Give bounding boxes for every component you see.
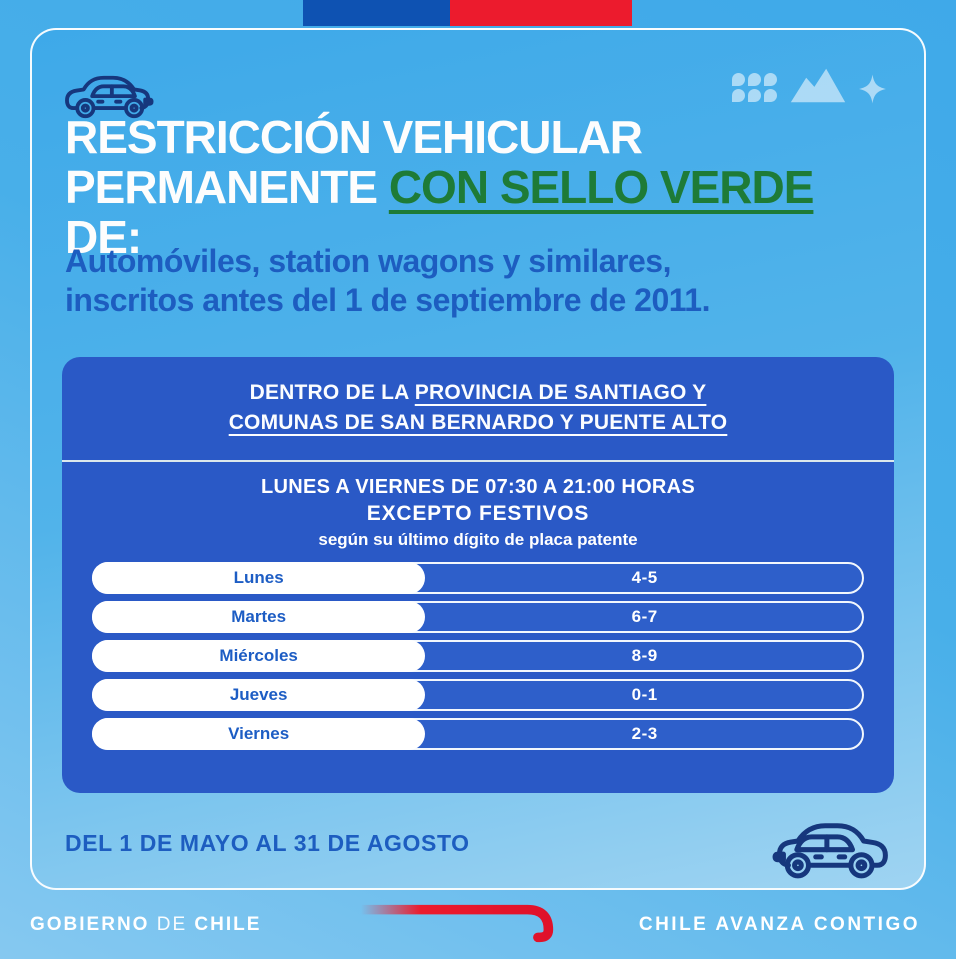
brand-chile: CHILE	[194, 913, 262, 935]
title-line2-suffix: DE:	[65, 211, 142, 263]
car-icon	[772, 823, 888, 879]
flag-swoosh-logo	[354, 904, 554, 943]
title-line1: RESTRICCIÓN VEHICULAR	[65, 111, 643, 163]
day-cell: Viernes	[92, 718, 426, 750]
table-row: Martes 6-7	[92, 601, 864, 633]
table-row: Miércoles 8-9	[92, 640, 864, 672]
sparkle-icon	[859, 74, 886, 104]
digits-cell: 8-9	[631, 646, 658, 665]
decorative-icons	[732, 66, 886, 104]
slogan: CHILE AVANZA CONTIGO	[638, 913, 920, 935]
top-flag-bar	[0, 0, 956, 26]
schedule-block: LUNES A VIERNES DE 07:30 A 21:00 HORAS E…	[62, 476, 894, 550]
digits-cell: 2-3	[631, 724, 658, 743]
flag-red-segment	[450, 0, 632, 26]
subtitle: Automóviles, station wagons y similares,…	[65, 242, 905, 320]
subtitle-line2: inscritos antes del 1 de septiembre de 2…	[65, 282, 710, 318]
divider	[62, 460, 894, 462]
subtitle-line1: Automóviles, station wagons y similares,	[65, 243, 671, 279]
table-row: Viernes 2-3	[92, 718, 864, 750]
table-row: Jueves 0-1	[92, 679, 864, 711]
dots-pattern-icon	[732, 73, 777, 102]
panel-header-underlined-2: COMUNAS DE SAN BERNARDO Y PUENTE ALTO	[228, 411, 728, 434]
day-cell: Jueves	[92, 679, 426, 711]
page-title: RESTRICCIÓN VEHICULAR PERMANENTE CON SEL…	[65, 112, 895, 262]
car-icon	[65, 75, 154, 119]
title-line2-prefix: PERMANENTE	[65, 161, 389, 213]
day-cell: Martes	[92, 601, 426, 633]
schedule-exception: EXCEPTO FESTIVOS	[366, 502, 590, 525]
main-card: RESTRICCIÓN VEHICULAR PERMANENTE CON SEL…	[30, 28, 926, 890]
mountains-icon	[790, 68, 846, 103]
digits-cell: 0-1	[631, 685, 658, 704]
flag-blue-segment	[303, 0, 450, 26]
brand-gobierno: GOBIERNO	[30, 913, 150, 935]
day-cell: Miércoles	[92, 640, 426, 672]
digits-cell: 6-7	[631, 607, 658, 626]
government-brand: GOBIERNO DE CHILE	[30, 914, 261, 936]
restriction-panel: DENTRO DE LA PROVINCIA DE SANTIAGO Y COM…	[62, 357, 894, 793]
panel-header: DENTRO DE LA PROVINCIA DE SANTIAGO Y COM…	[62, 378, 894, 438]
title-green-highlight: CON SELLO VERDE	[388, 161, 815, 213]
date-range: DEL 1 DE MAYO AL 31 DE AGOSTO	[65, 830, 470, 856]
schedule-digit-note: según su último dígito de placa patente	[318, 530, 638, 549]
day-cell: Lunes	[92, 562, 426, 594]
schedule-hours: LUNES A VIERNES DE 07:30 A 21:00 HORAS	[260, 476, 696, 498]
panel-header-prefix: DENTRO DE LA	[249, 381, 415, 404]
restriction-table: Lunes 4-5 Martes 6-7 Miércoles 8-9 Jueve…	[62, 550, 894, 750]
table-row: Lunes 4-5	[92, 562, 864, 594]
brand-de: DE	[156, 913, 188, 935]
digits-cell: 4-5	[631, 568, 658, 587]
footer: GOBIERNO DE CHILE	[0, 890, 956, 959]
panel-header-underlined-1: PROVINCIA DE SANTIAGO Y	[414, 381, 707, 404]
